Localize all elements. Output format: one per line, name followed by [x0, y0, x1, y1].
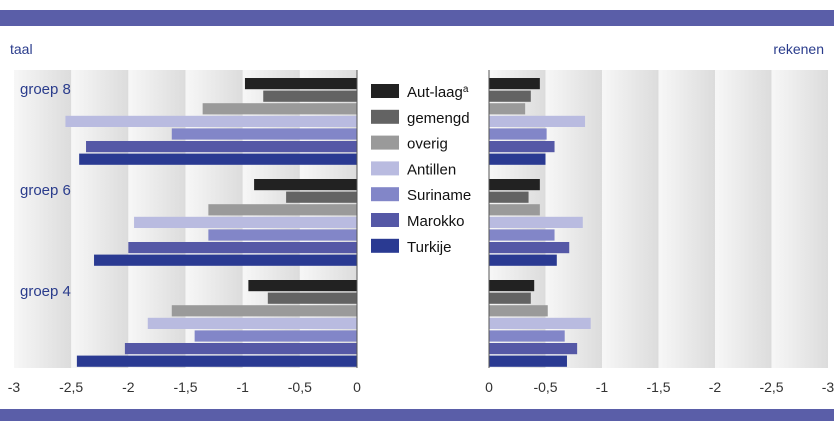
- rekenen-bar: [489, 103, 525, 114]
- rekenen-tick-label: -1: [596, 379, 609, 395]
- rekenen-bar: [489, 255, 557, 266]
- legend-item: Aut-laaga: [371, 84, 469, 102]
- legend-item: Turkije: [371, 239, 451, 256]
- taal-tick-label: -2: [122, 379, 135, 395]
- taal-tick-label: 0: [353, 379, 361, 395]
- taal-bar: [263, 91, 357, 102]
- legend-label: Antillen: [407, 161, 456, 178]
- rekenen-bar: [489, 217, 583, 228]
- rekenen-bar: [489, 229, 555, 240]
- rekenen-bar: [489, 330, 565, 341]
- rekenen-tick-label: -3: [822, 379, 834, 395]
- legend-swatch: [371, 136, 399, 150]
- rekenen-bar: [489, 343, 577, 354]
- legend-swatch: [371, 213, 399, 227]
- legend-item: Suriname: [371, 187, 471, 204]
- taal-bar: [208, 204, 357, 215]
- legend-label: Suriname: [407, 187, 471, 204]
- rekenen-bar: [489, 192, 529, 203]
- legend-item: Marokko: [371, 213, 465, 230]
- taal-bar: [172, 305, 357, 316]
- rekenen-bar: [489, 116, 585, 127]
- taal-bar: [134, 217, 357, 228]
- rekenen-bar: [489, 242, 569, 253]
- legend-label: Aut-laaga: [407, 84, 469, 102]
- taal-bar: [254, 179, 357, 190]
- taal-bar: [245, 78, 357, 89]
- legend-swatch: [371, 84, 399, 98]
- legend-label: gemengd: [407, 110, 470, 127]
- taal-bar: [79, 154, 357, 165]
- taal-tick-label: -2,5: [59, 379, 83, 395]
- group-label: groep 6: [20, 182, 71, 199]
- rekenen-bar: [489, 91, 531, 102]
- rekenen-bar: [489, 280, 534, 291]
- rekenen-stripe: [772, 70, 829, 368]
- rekenen-bar: [489, 154, 546, 165]
- rekenen-tick-label: -2,5: [759, 379, 783, 395]
- legend-swatch: [371, 187, 399, 201]
- taal-bar: [172, 128, 357, 139]
- taal-bar: [94, 255, 357, 266]
- taal-bar: [128, 242, 357, 253]
- rekenen-bar: [489, 179, 540, 190]
- rekenen-tick-label: -0,5: [533, 379, 557, 395]
- taal-bar: [77, 356, 357, 367]
- rekenen-bar: [489, 141, 555, 152]
- legend-swatch: [371, 239, 399, 253]
- rekenen-bar: [489, 305, 548, 316]
- rekenen-stripe: [602, 70, 659, 368]
- rekenen-tick-label: -2: [709, 379, 722, 395]
- rekenen-tick-label: 0: [485, 379, 493, 395]
- taal-bar: [65, 116, 357, 127]
- taal-bar: [208, 229, 357, 240]
- taal-tick-label: -0,5: [288, 379, 312, 395]
- group-label: groep 8: [20, 81, 71, 98]
- rekenen-bar: [489, 318, 591, 329]
- rekenen-bar: [489, 78, 540, 89]
- legend-label: Turkije: [407, 239, 451, 256]
- rekenen-tick-label: -1,5: [646, 379, 670, 395]
- legend-swatch: [371, 161, 399, 175]
- rekenen-stripe: [715, 70, 772, 368]
- taal-stripe: [14, 70, 71, 368]
- legend-label: overig: [407, 136, 448, 153]
- taal-stripe: [71, 70, 128, 368]
- rekenen-bar: [489, 293, 531, 304]
- taal-bar: [148, 318, 357, 329]
- taal-tick-label: -1: [236, 379, 249, 395]
- taal-bar: [268, 293, 357, 304]
- taal-bar: [286, 192, 357, 203]
- taal-bar: [86, 141, 357, 152]
- taal-bar: [203, 103, 357, 114]
- legend-superscript: a: [463, 84, 469, 95]
- rekenen-bar: [489, 128, 547, 139]
- group-label: groep 4: [20, 283, 71, 300]
- legend-item: overig: [371, 136, 448, 153]
- taal-bar: [195, 330, 357, 341]
- legend-item: gemengd: [371, 110, 470, 127]
- taal-bar: [248, 280, 357, 291]
- legend-label: Marokko: [407, 213, 465, 230]
- rekenen-bar: [489, 204, 540, 215]
- legend-item: Antillen: [371, 161, 456, 178]
- taal-tick-label: -3: [8, 379, 21, 395]
- taal-tick-label: -1,5: [173, 379, 197, 395]
- taal-bar: [125, 343, 357, 354]
- legend-swatch: [371, 110, 399, 124]
- rekenen-bar: [489, 356, 567, 367]
- rekenen-stripe: [659, 70, 716, 368]
